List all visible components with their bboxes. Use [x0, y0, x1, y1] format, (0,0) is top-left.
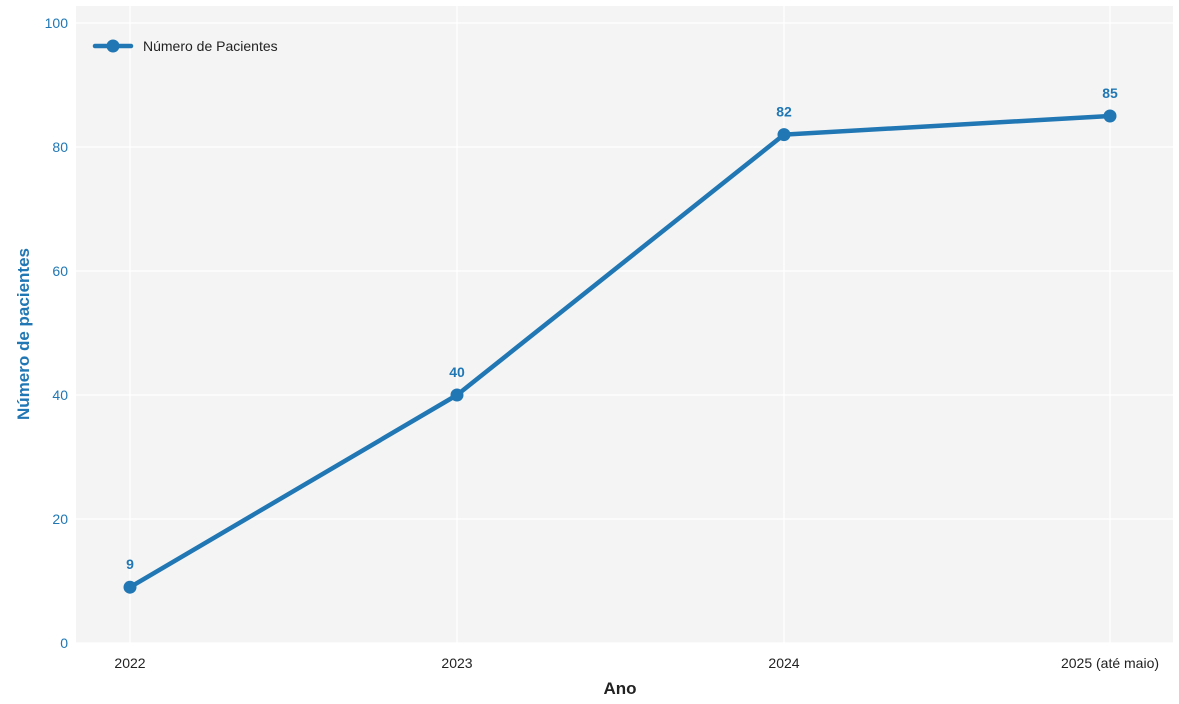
x-tick-label: 2023 — [441, 655, 472, 671]
data-label: 9 — [126, 556, 134, 572]
x-tick-label: 2022 — [114, 655, 145, 671]
data-label: 82 — [776, 104, 792, 120]
y-tick-label: 20 — [52, 511, 68, 527]
y-axis-ticks: 0 20 40 60 80 100 — [45, 15, 69, 651]
data-label: 40 — [449, 364, 465, 380]
y-tick-label: 40 — [52, 387, 68, 403]
series-line — [127, 113, 1113, 590]
legend-entry-label: Número de Pacientes — [143, 38, 278, 54]
grid-lines — [76, 6, 1173, 644]
y-tick-label: 0 — [60, 635, 68, 651]
x-tick-label: 2024 — [768, 655, 799, 671]
legend: Número de Pacientes — [92, 38, 278, 54]
data-label: 85 — [1102, 85, 1118, 101]
data-point-marker — [450, 388, 464, 402]
y-axis-title: Número de pacientes — [14, 248, 33, 420]
legend-marker-swatch — [106, 39, 120, 53]
y-tick-label: 100 — [45, 15, 69, 31]
y-tick-label: 80 — [52, 139, 68, 155]
data-point-marker — [123, 580, 137, 594]
x-tick-label: 2025 (até maio) — [1061, 655, 1159, 671]
data-labels: 9 40 82 85 — [126, 85, 1118, 572]
data-point-marker — [1103, 109, 1117, 123]
data-point-marker — [777, 128, 791, 142]
y-tick-label: 60 — [52, 263, 68, 279]
series-layer — [123, 109, 1117, 594]
plot-background — [76, 6, 1173, 643]
x-axis-ticks: 2022 2023 2024 2025 (até maio) — [114, 655, 1159, 671]
x-axis-title: Ano — [603, 679, 636, 698]
